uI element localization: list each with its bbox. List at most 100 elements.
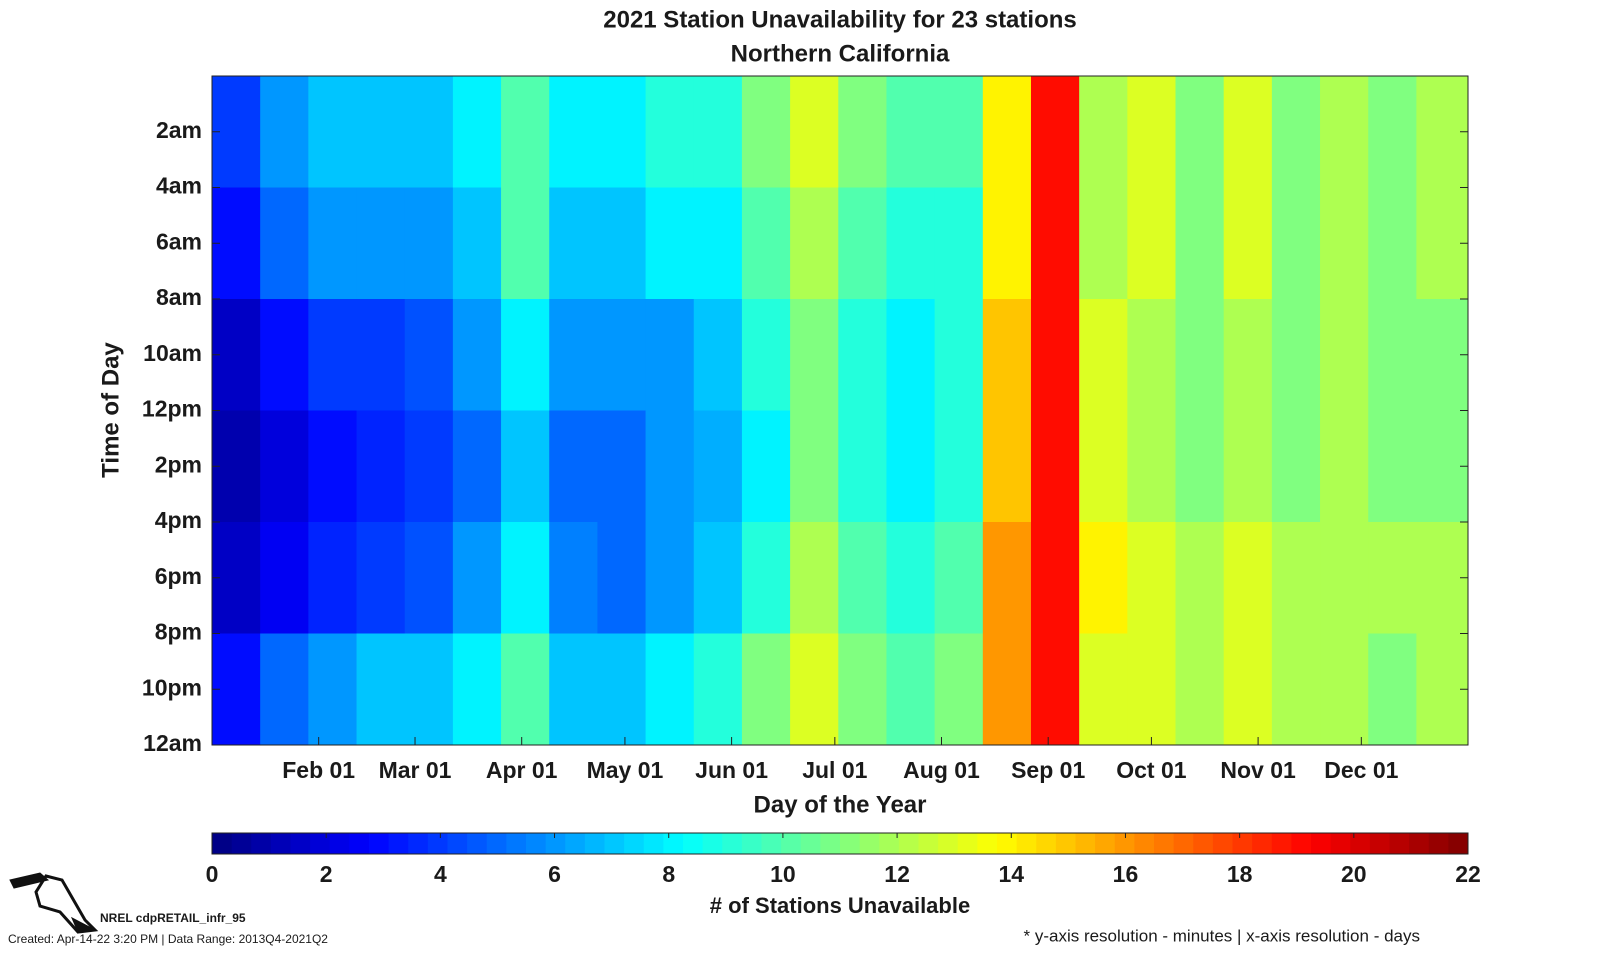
heatmap-cell [645, 410, 695, 523]
colorbar-segment [388, 833, 409, 854]
heatmap-cell [886, 410, 936, 523]
heatmap-cell [1030, 633, 1080, 746]
colorbar-segment [997, 833, 1018, 854]
heatmap-cell [1416, 299, 1469, 411]
heatmap-cell [549, 76, 598, 188]
heatmap-cell [982, 410, 1032, 523]
heatmap-cell [1416, 187, 1469, 300]
colorbar-segment [1369, 833, 1390, 854]
heatmap-cell [597, 633, 647, 746]
x-tick-label: Feb 01 [282, 757, 355, 783]
heatmap-cell [501, 299, 550, 411]
heatmap-cell [982, 187, 1032, 300]
x-tick-label: Jul 01 [802, 757, 867, 783]
heatmap-cell [452, 410, 502, 523]
colorbar-tick-label: 20 [1341, 861, 1367, 887]
heatmap-cell [1368, 299, 1417, 411]
heatmap-cell [886, 299, 936, 411]
heatmap-cell [1079, 76, 1128, 188]
colorbar-segment [251, 833, 272, 854]
heatmap-cell [1030, 410, 1080, 523]
colorbar-segment [212, 833, 233, 854]
colorbar-segment [565, 833, 586, 854]
colorbar-segment [467, 833, 488, 854]
heatmap-cell [501, 76, 550, 188]
colorbar-segment [1055, 833, 1076, 854]
heatmap-cell [1271, 76, 1321, 188]
y-tick-label: 8pm [155, 619, 202, 645]
x-tick-label: Dec 01 [1324, 757, 1398, 783]
colorbar-segment [800, 833, 821, 854]
heatmap-cell [1079, 522, 1128, 634]
colorbar-segment [977, 833, 998, 854]
colorbar-segment [447, 833, 468, 854]
heatmap-cell [404, 187, 454, 300]
colorbar-segment [898, 833, 919, 854]
colorbar-segment [859, 833, 880, 854]
heatmap-cell [308, 299, 358, 411]
heatmap-cell [356, 522, 406, 634]
heatmap-cell [838, 633, 887, 746]
colorbar-tick-label: 10 [770, 861, 796, 887]
x-tick-label: Sep 01 [1011, 757, 1085, 783]
heatmap-cell [597, 187, 647, 300]
heatmap-cell [982, 633, 1032, 746]
heatmap-cell [790, 299, 839, 411]
x-tick-label: May 01 [587, 757, 664, 783]
heatmap-cell [1271, 410, 1321, 523]
heatmap-cell [260, 187, 309, 300]
heatmap-cell [1030, 187, 1080, 300]
heatmap-cell [1416, 76, 1469, 188]
heatmap-cell [790, 522, 839, 634]
heatmap-cell [501, 522, 550, 634]
colorbar-segment [329, 833, 350, 854]
colorbar-segment [1114, 833, 1135, 854]
y-tick-label: 4am [156, 173, 202, 199]
heatmap-cell [212, 76, 261, 188]
heatmap-cell [1127, 76, 1177, 188]
colorbar-segment [1212, 833, 1233, 854]
heatmap-cell [1223, 76, 1273, 188]
colorbar-segment [231, 833, 252, 854]
colorbar-tick-label: 4 [434, 861, 447, 887]
heatmap-cell [693, 299, 743, 411]
heatmap-cell [1271, 187, 1321, 300]
colorbar-segment [1428, 833, 1449, 854]
colorbar-segment [1389, 833, 1410, 854]
colorbar-segment [722, 833, 743, 854]
heatmap-cell [1320, 410, 1369, 523]
y-tick-label: 8am [156, 284, 202, 310]
heatmap-cell [886, 187, 936, 300]
heatmap-cell [838, 299, 887, 411]
heatmap-cell [741, 633, 791, 746]
heatmap-cell [741, 187, 791, 300]
y-tick-label: 4pm [155, 507, 202, 533]
heatmap-cell [452, 76, 502, 188]
colorbar-segment [702, 833, 723, 854]
heatmap-cell [934, 187, 984, 300]
heatmap-cell [693, 410, 743, 523]
heatmap-cell [549, 187, 598, 300]
colorbar-segment [1075, 833, 1096, 854]
heatmap-cell [1271, 299, 1321, 411]
colorbar-segment [781, 833, 802, 854]
heatmap-cell [452, 187, 502, 300]
heatmap-cell [212, 299, 261, 411]
heatmap-cell [356, 633, 406, 746]
heatmap-cell [1320, 633, 1369, 746]
x-tick-label: Aug 01 [903, 757, 980, 783]
heatmap-cell [1416, 633, 1469, 746]
footer-created: Created: Apr-14-22 3:20 PM | Data Range:… [8, 932, 328, 946]
heatmap-cell [1175, 187, 1225, 300]
x-tick-label: Oct 01 [1116, 757, 1187, 783]
heatmap-cell [597, 299, 647, 411]
colorbar-segment [683, 833, 704, 854]
colorbar-tick-label: 22 [1455, 861, 1481, 887]
chart-title: 2021 Station Unavailability for 23 stati… [603, 6, 1076, 33]
colorbar-segment [349, 833, 370, 854]
colorbar-segment [486, 833, 507, 854]
colorbar-segment [918, 833, 939, 854]
heatmap-cell [645, 633, 695, 746]
heatmap-cell [1127, 410, 1177, 523]
y-tick-label: 2am [156, 117, 202, 143]
